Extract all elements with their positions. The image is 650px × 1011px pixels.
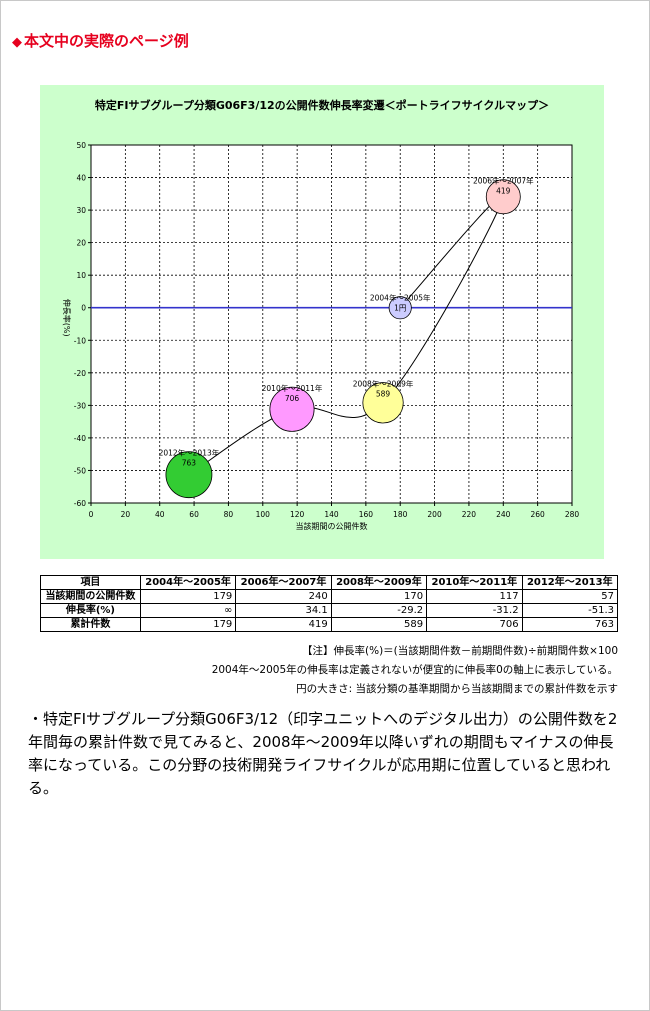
y-tick-label: 30 [76, 206, 86, 215]
table-cell: 179 [139, 589, 237, 604]
table-header-cell: 2008年～2009年 [330, 575, 428, 590]
x-tick-label: 20 [121, 510, 131, 519]
y-tick-label: -30 [74, 401, 86, 410]
table-row-label: 当該期間の公開件数 [40, 589, 141, 604]
y-tick-label: -60 [74, 499, 86, 508]
bubble [269, 386, 315, 432]
x-tick-label: 0 [89, 510, 94, 519]
y-tick-label: -40 [74, 434, 86, 443]
y-tick-label: 50 [76, 141, 86, 150]
x-tick-label: 280 [565, 510, 580, 519]
table-cell: 419 [235, 617, 332, 632]
y-tick-label: -50 [74, 466, 86, 475]
x-tick-label: 180 [393, 510, 408, 519]
table-cell: 117 [426, 589, 523, 604]
x-tick-label: 80 [224, 510, 234, 519]
bubble-period-label: 2008年～2009年 [353, 379, 414, 389]
table-cell: -51.3 [521, 603, 619, 618]
table-cell: 179 [139, 617, 237, 632]
x-tick-label: 140 [324, 510, 339, 519]
chart-panel: 特定FIサブグループ分類G06F3/12の公開件数伸長率変遷＜ポートライフサイク… [40, 85, 604, 559]
table-header-cell: 2004年～2005年 [139, 575, 237, 590]
table-header-row: 項目 2004年～2005年 2006年～2007年 2008年～2009年 2… [40, 575, 619, 590]
x-tick-label: 100 [256, 510, 271, 519]
section-heading: ◆ 本文中の実際のページ例 [12, 30, 189, 51]
x-tick-label: 40 [155, 510, 165, 519]
body-paragraph: ・特定FIサブグループ分類G06F3/12（印字ユニットへのデジタル出力）の公開… [28, 710, 618, 797]
diamond-icon: ◆ [12, 35, 22, 50]
table-cell: -31.2 [426, 603, 523, 618]
table-cell: 706 [426, 617, 523, 632]
x-tick-label: 120 [290, 510, 305, 519]
bubble [362, 382, 404, 424]
table-header-cell: 2010年～2011年 [426, 575, 523, 590]
bubble [388, 296, 412, 320]
y-tick-label: 20 [76, 239, 86, 248]
bubble-value-label: 1円 [394, 304, 406, 313]
section-heading-text: 本文中の実際のページ例 [24, 32, 189, 50]
y-tick-label: 0 [81, 304, 86, 313]
bubble [165, 451, 213, 499]
y-tick-label: -20 [74, 369, 86, 378]
bubble-value-label: 763 [182, 459, 197, 468]
bubble-value-label: 419 [496, 187, 511, 196]
table-cell: 240 [235, 589, 332, 604]
x-tick-label: 60 [189, 510, 199, 519]
chart-title: 特定FIサブグループ分類G06F3/12の公開件数伸長率変遷＜ポートライフサイク… [94, 99, 550, 112]
x-tick-label: 220 [462, 510, 477, 519]
data-table: 項目 2004年～2005年 2006年～2007年 2008年～2009年 2… [40, 575, 619, 632]
note-line: 2004年～2005年の伸長率は定義されないが便宜的に伸長率0の軸上に表示してい… [211, 664, 618, 676]
table-row: 伸長率(%) ∞ 34.1 -29.2 -31.2 -51.3 [40, 603, 619, 618]
note-line: 円の大きさ: 当該分類の基準期間から当該期間までの累計件数を示す [296, 683, 618, 695]
bubble-value-label: 706 [285, 394, 300, 403]
bubble-period-label: 2006年～2007年 [473, 176, 534, 186]
table-header-cell: 2006年～2007年 [235, 575, 332, 590]
table-row: 累計件数 179 419 589 706 763 [40, 617, 619, 632]
bubble-period-label: 2012年～2013年 [159, 448, 220, 458]
x-tick-label: 160 [359, 510, 374, 519]
table-notes: 【注】伸長率(%)＝(当該期間件数－前期間件数)÷前期間件数×100 2004年… [212, 642, 618, 699]
table-cell: 34.1 [235, 603, 332, 618]
x-tick-label: 260 [530, 510, 545, 519]
y-tick-label: 40 [76, 174, 86, 183]
bubble-period-label: 2004年～2005年 [370, 293, 431, 303]
bubble-period-label: 2010年～2011年 [262, 383, 323, 393]
bubble-value-label: 589 [376, 390, 391, 399]
x-tick-label: 240 [496, 510, 511, 519]
table-cell: -29.2 [330, 603, 428, 618]
table-cell: 589 [330, 617, 428, 632]
bubble [485, 179, 521, 215]
table-row-label: 累計件数 [40, 617, 141, 632]
table-cell: ∞ [139, 603, 237, 618]
table-header-cell: 2012年～2013年 [521, 575, 619, 590]
trajectory-line [188, 194, 504, 476]
table-header-cell: 項目 [40, 575, 141, 590]
x-axis-label: 当該期間の公開件数 [296, 521, 368, 531]
table-cell: 57 [521, 589, 619, 604]
table-cell: 763 [521, 617, 619, 632]
table-row: 当該期間の公開件数 179 240 170 117 57 [40, 589, 619, 604]
note-line: 【注】伸長率(%)＝(当該期間件数－前期間件数)÷前期間件数×100 [302, 645, 618, 657]
y-tick-label: 10 [76, 271, 86, 280]
table-row-label: 伸長率(%) [40, 603, 141, 618]
table-cell: 170 [330, 589, 428, 604]
y-axis-label: 伸長率(%) [62, 299, 72, 337]
x-tick-label: 200 [427, 510, 442, 519]
y-tick-label: -10 [74, 336, 86, 345]
